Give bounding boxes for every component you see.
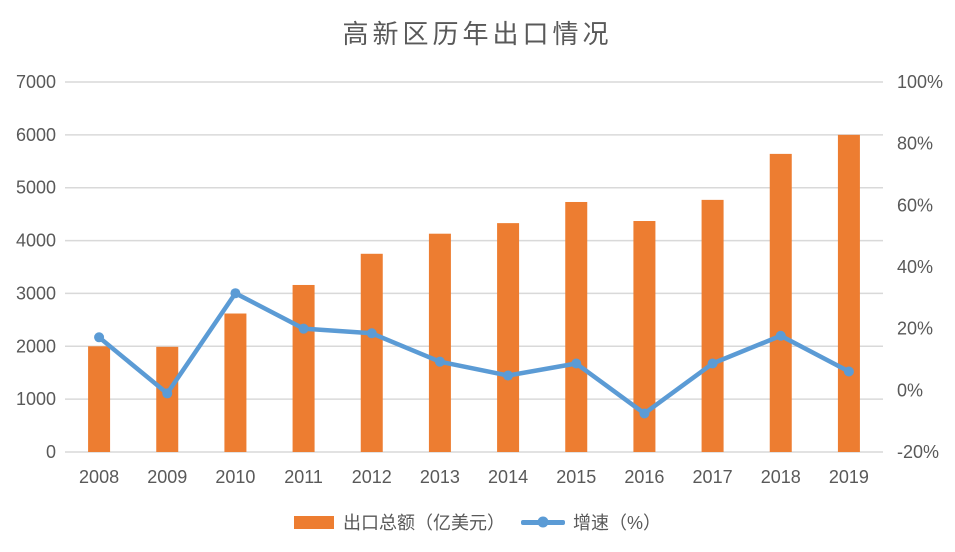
right-axis-tick-label: 80%: [897, 134, 933, 154]
legend-label-export-total: 出口总额（亿美元）: [342, 513, 505, 533]
line-marker-2010: [230, 288, 241, 299]
bar-2008: [88, 346, 111, 452]
legend-item-export-total: 出口总额（亿美元）: [293, 509, 505, 535]
line-marker-2008: [94, 332, 105, 343]
legend: 出口总额（亿美元） 增速（%）: [0, 509, 955, 535]
left-axis-tick-label: 7000: [16, 72, 56, 92]
legend-line-swatch: [520, 516, 565, 528]
bar-2015: [565, 201, 588, 452]
bar-2010: [224, 313, 247, 452]
left-axis-tick-label: 0: [46, 442, 56, 462]
left-axis-tick-label: 1000: [16, 389, 56, 409]
legend-item-growth: 增速（%）: [520, 509, 661, 535]
line-marker-2017: [707, 358, 718, 369]
line-marker-2019: [843, 366, 854, 377]
bar-2014: [497, 223, 520, 452]
chart-title: 高新区历年出口情况: [342, 20, 613, 49]
x-axis-category-label: 2008: [79, 467, 119, 487]
legend-line-marker-icon: [537, 516, 549, 528]
x-axis-category-label: 2016: [624, 467, 664, 487]
bar-2019: [837, 134, 860, 452]
line-marker-2012: [366, 328, 377, 339]
line-marker-2011: [298, 323, 309, 334]
x-axis-category-label: 2017: [693, 467, 733, 487]
bar-2011: [292, 284, 315, 452]
right-axis-tick-label: -20%: [897, 442, 939, 462]
legend-label-growth: 增速（%）: [572, 513, 661, 533]
right-axis-tick-label: 20%: [897, 319, 933, 339]
x-axis-category-label: 2010: [215, 467, 255, 487]
line-marker-2015: [571, 358, 582, 369]
x-axis-category-label: 2009: [147, 467, 187, 487]
left-axis-tick-label: 5000: [16, 178, 56, 198]
x-axis-category-label: 2019: [829, 467, 869, 487]
line-marker-2014: [503, 370, 514, 381]
bar-2013: [428, 233, 451, 452]
line-marker-2018: [775, 330, 786, 341]
left-axis-tick-label: 4000: [16, 231, 56, 251]
right-axis-tick-label: 60%: [897, 195, 933, 215]
left-axis-tick-label: 2000: [16, 336, 56, 356]
x-axis-category-label: 2013: [420, 467, 460, 487]
x-axis-category-label: 2015: [556, 467, 596, 487]
right-axis-tick-label: 40%: [897, 257, 933, 277]
legend-bar-swatch: [293, 515, 334, 529]
bar-2009: [156, 346, 179, 452]
left-axis-tick-label: 3000: [16, 283, 56, 303]
x-axis-category-label: 2014: [488, 467, 528, 487]
x-axis-category-label: 2018: [761, 467, 801, 487]
bar-2018: [769, 153, 792, 452]
line-marker-2016: [639, 408, 650, 419]
bar-2012: [360, 253, 383, 452]
x-axis-category-label: 2011: [284, 467, 323, 487]
left-axis-tick-label: 6000: [16, 125, 56, 145]
line-marker-2013: [434, 356, 445, 367]
right-axis-tick-label: 100%: [897, 72, 943, 92]
bar-2017: [701, 199, 724, 452]
right-axis-tick-label: 0%: [897, 380, 923, 400]
bar-2016: [633, 221, 656, 452]
growth-line: [96, 290, 852, 416]
line-marker-2009: [162, 388, 173, 399]
x-axis-category-label: 2012: [352, 467, 392, 487]
